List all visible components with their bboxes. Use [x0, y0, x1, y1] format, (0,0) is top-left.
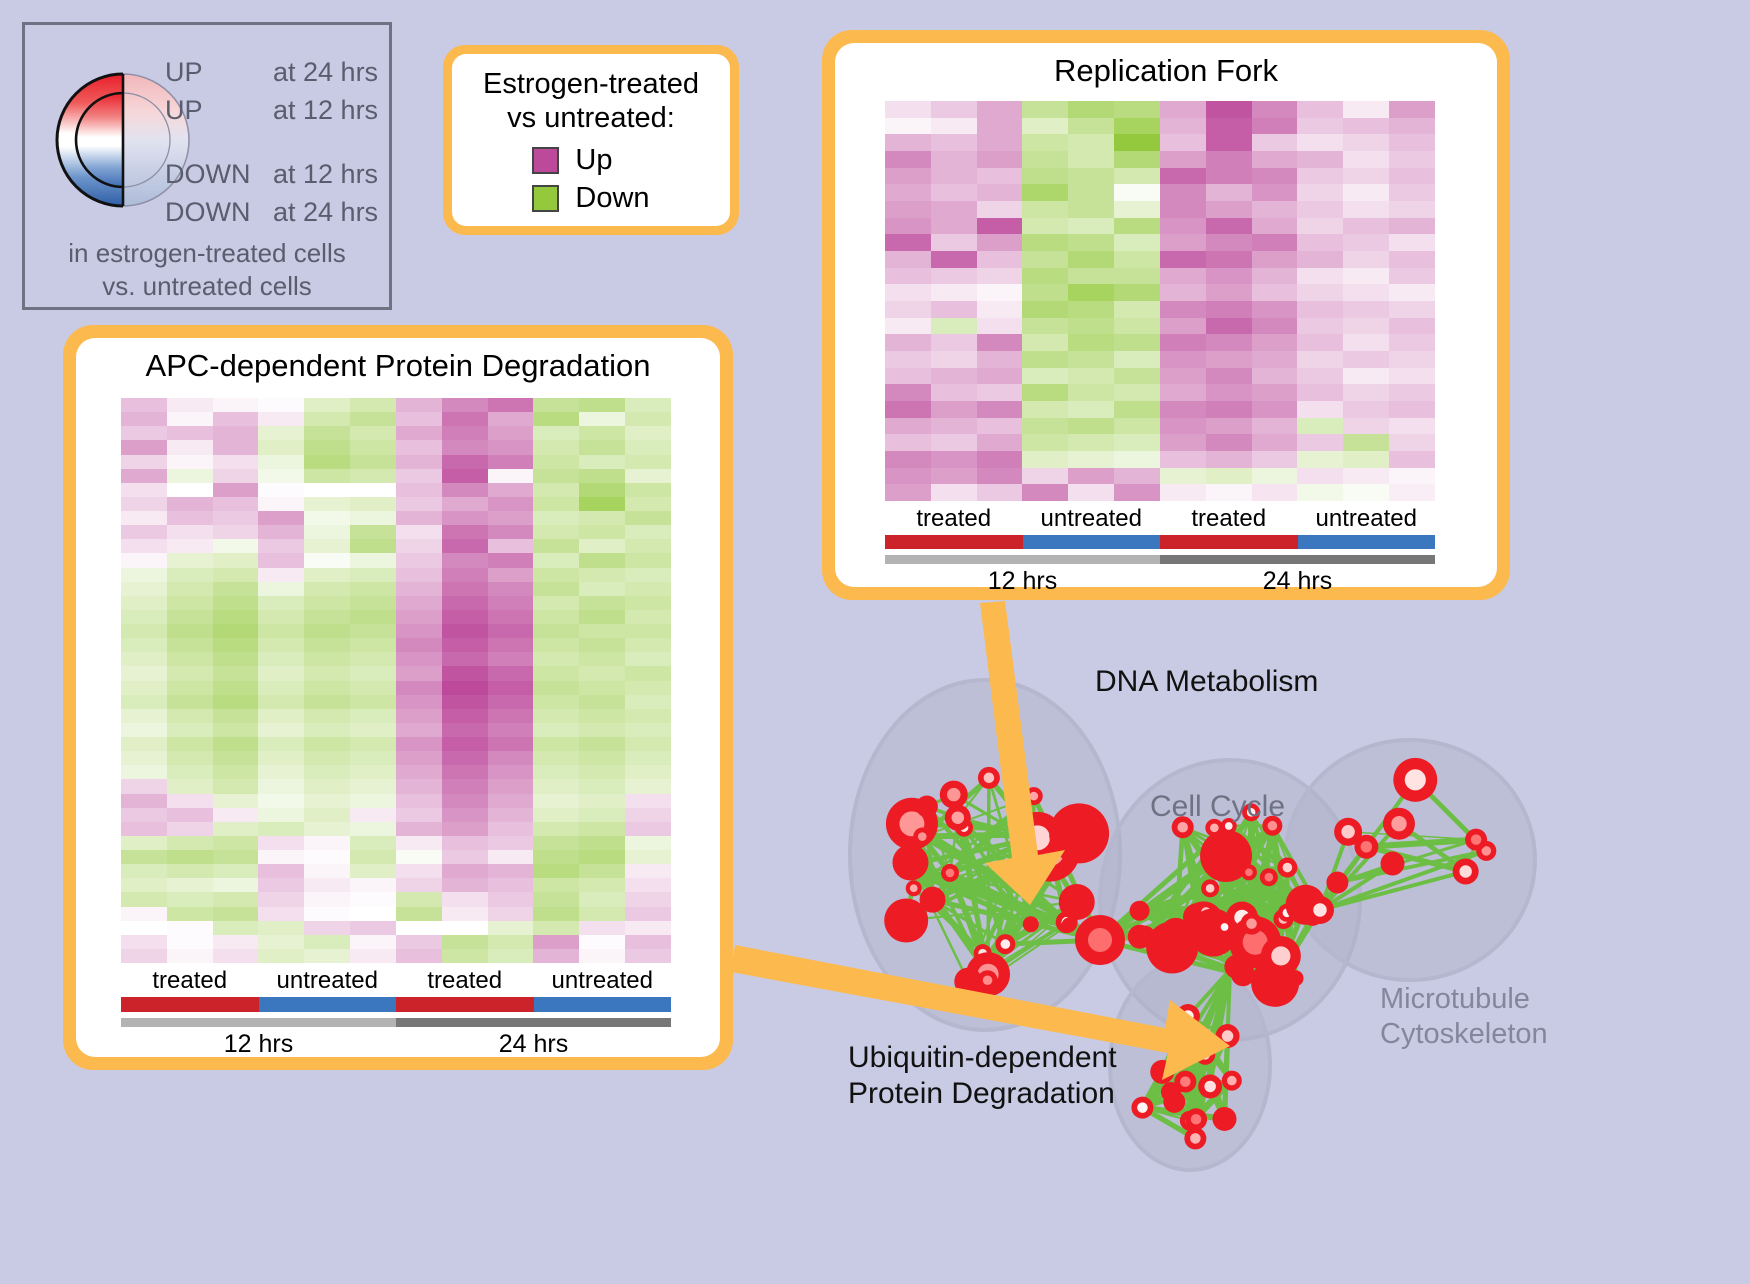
legend-time: at 12 hrs	[273, 95, 378, 126]
condition-label: treated	[1160, 505, 1298, 533]
caption-line-2: vs. untreated cells	[25, 270, 389, 303]
colorbar-legend-rows: UP at 24 hrs UP at 12 hrs DOWN at 12 hrs…	[165, 53, 395, 231]
legend-item-down-label: Down	[575, 182, 649, 215]
network-diagram: DNA Metabolism Cell Cycle Microtubule Cy…	[800, 610, 1750, 1279]
cluster-label-microtubule-cytoskeleton: Microtubule Cytoskeleton	[1380, 982, 1548, 1052]
time-label: 24 hrs	[396, 1030, 671, 1059]
legend-time: at 24 hrs	[273, 197, 378, 228]
network-svg	[800, 610, 1750, 1279]
cluster-label-dna-metabolism: DNA Metabolism	[1095, 665, 1318, 699]
caption-line-1: in estrogen-treated cells	[25, 237, 389, 270]
replication-fork-heatmap	[885, 101, 1435, 501]
replication-fork-condition-bar	[885, 535, 1435, 549]
apc-condition-labels: treated untreated treated untreated	[121, 967, 671, 995]
updown-legend-box: Estrogen-treated vs untreated: Up Down	[443, 45, 739, 235]
time-label: 24 hrs	[1160, 567, 1435, 596]
colorbar-legend-panel: UP at 24 hrs UP at 12 hrs DOWN at 12 hrs…	[22, 22, 392, 310]
replication-fork-panel: Replication Fork treated untreated treat…	[822, 30, 1510, 600]
up-color-swatch	[532, 147, 559, 174]
time-label: 12 hrs	[885, 567, 1160, 596]
legend-item-up-label: Up	[575, 144, 612, 177]
apc-panel: APC-dependent Protein Degradation treate…	[63, 325, 733, 1070]
condition-label: treated	[885, 505, 1023, 533]
legend-item-down: Down	[532, 179, 649, 217]
replication-fork-title: Replication Fork	[835, 53, 1497, 89]
apc-time-labels: 12 hrs 24 hrs	[121, 1030, 671, 1059]
updown-legend-title: Estrogen-treated vs untreated:	[483, 67, 699, 135]
legend-row-up-12: UP at 12 hrs	[165, 91, 395, 129]
legend-direction: UP	[165, 57, 273, 88]
apc-heatmap	[121, 398, 671, 963]
legend-time: at 24 hrs	[273, 57, 378, 88]
apc-title: APC-dependent Protein Degradation	[76, 348, 720, 384]
cluster-label-ubiquitin-protein-degradation: Ubiquitin-dependent Protein Degradation	[848, 1040, 1117, 1112]
down-color-swatch	[532, 185, 559, 212]
apc-time-bar	[121, 1018, 671, 1027]
legend-direction: DOWN	[165, 197, 273, 228]
apc-condition-bar	[121, 997, 671, 1012]
time-label: 12 hrs	[121, 1030, 396, 1059]
condition-label: untreated	[259, 967, 397, 995]
replication-fork-time-labels: 12 hrs 24 hrs	[885, 567, 1435, 596]
condition-label: untreated	[1023, 505, 1161, 533]
legend-item-up: Up	[532, 141, 649, 179]
legend-row-up-24: UP at 24 hrs	[165, 53, 395, 91]
condition-label: treated	[396, 967, 534, 995]
legend-direction: UP	[165, 95, 273, 126]
legend-row-down-24: DOWN at 24 hrs	[165, 193, 395, 231]
replication-fork-time-bar	[885, 555, 1435, 564]
condition-label: treated	[121, 967, 259, 995]
legend-time: at 12 hrs	[273, 159, 378, 190]
updown-title-line-1: Estrogen-treated	[483, 67, 699, 101]
condition-label: untreated	[534, 967, 672, 995]
legend-row-down-12: DOWN at 12 hrs	[165, 155, 395, 193]
updown-title-line-2: vs untreated:	[483, 101, 699, 135]
condition-label: untreated	[1298, 505, 1436, 533]
replication-fork-condition-labels: treated untreated treated untreated	[885, 505, 1435, 533]
colorbar-legend-caption: in estrogen-treated cells vs. untreated …	[25, 237, 389, 302]
legend-direction: DOWN	[165, 159, 273, 190]
cluster-label-cell-cycle: Cell Cycle	[1150, 790, 1285, 824]
